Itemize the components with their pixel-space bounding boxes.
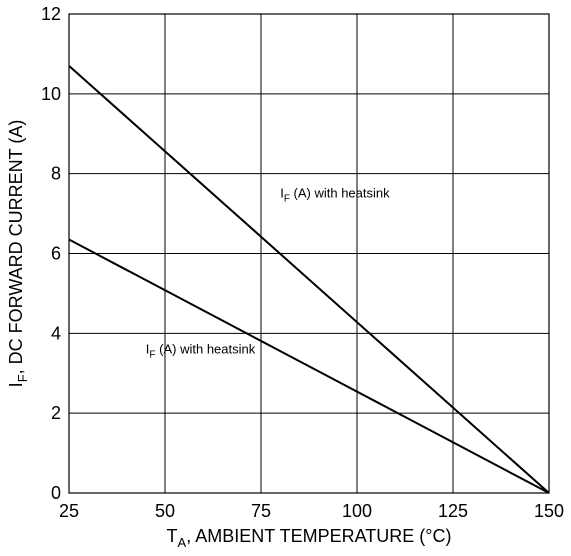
y-tick-label: 2 <box>51 403 61 423</box>
y-tick-label: 0 <box>51 483 61 503</box>
annotations: IF (A) with heatsink IF (A) with heatsink <box>146 186 390 361</box>
y-tick-label: 4 <box>51 323 61 343</box>
series-annotation: IF (A) with heatsink <box>280 186 390 205</box>
x-tick-label: 150 <box>534 501 564 521</box>
x-tick-label: 75 <box>251 501 271 521</box>
x-tick-label: 25 <box>59 501 79 521</box>
series-line-2 <box>68 238 550 494</box>
y-tick-label: 8 <box>51 164 61 184</box>
x-axis-title: TA, AMBIENT TEMPERATURE (°C) <box>167 526 452 550</box>
plot-frame <box>68 13 550 494</box>
y-tick-label: 10 <box>41 84 61 104</box>
series-line-1 <box>68 65 550 494</box>
x-tick-label: 125 <box>438 501 468 521</box>
y-axis-title: IF, DC FORWARD CURRENT (A) <box>6 120 30 388</box>
x-tick-label: 50 <box>155 501 175 521</box>
x-tick-labels: 25 50 75 100 125 150 <box>59 501 564 521</box>
x-axis-title-rest: , AMBIENT TEMPERATURE (°C) <box>186 526 451 546</box>
y-tick-labels: 0 2 4 6 8 10 12 <box>41 4 61 503</box>
y-axis-title-rest: , DC FORWARD CURRENT (A) <box>6 120 26 375</box>
grid <box>68 13 550 494</box>
y-axis-title-main: I <box>6 382 26 387</box>
x-tick-label: 100 <box>342 501 372 521</box>
y-axis-title-sub: F <box>15 374 30 382</box>
series-layer <box>68 65 550 494</box>
y-tick-label: 12 <box>41 4 61 24</box>
x-axis-title-sub: A <box>178 535 187 550</box>
y-tick-label: 6 <box>51 244 61 264</box>
series-annotation: IF (A) with heatsink <box>146 341 256 360</box>
x-axis-title-main: T <box>167 526 178 546</box>
